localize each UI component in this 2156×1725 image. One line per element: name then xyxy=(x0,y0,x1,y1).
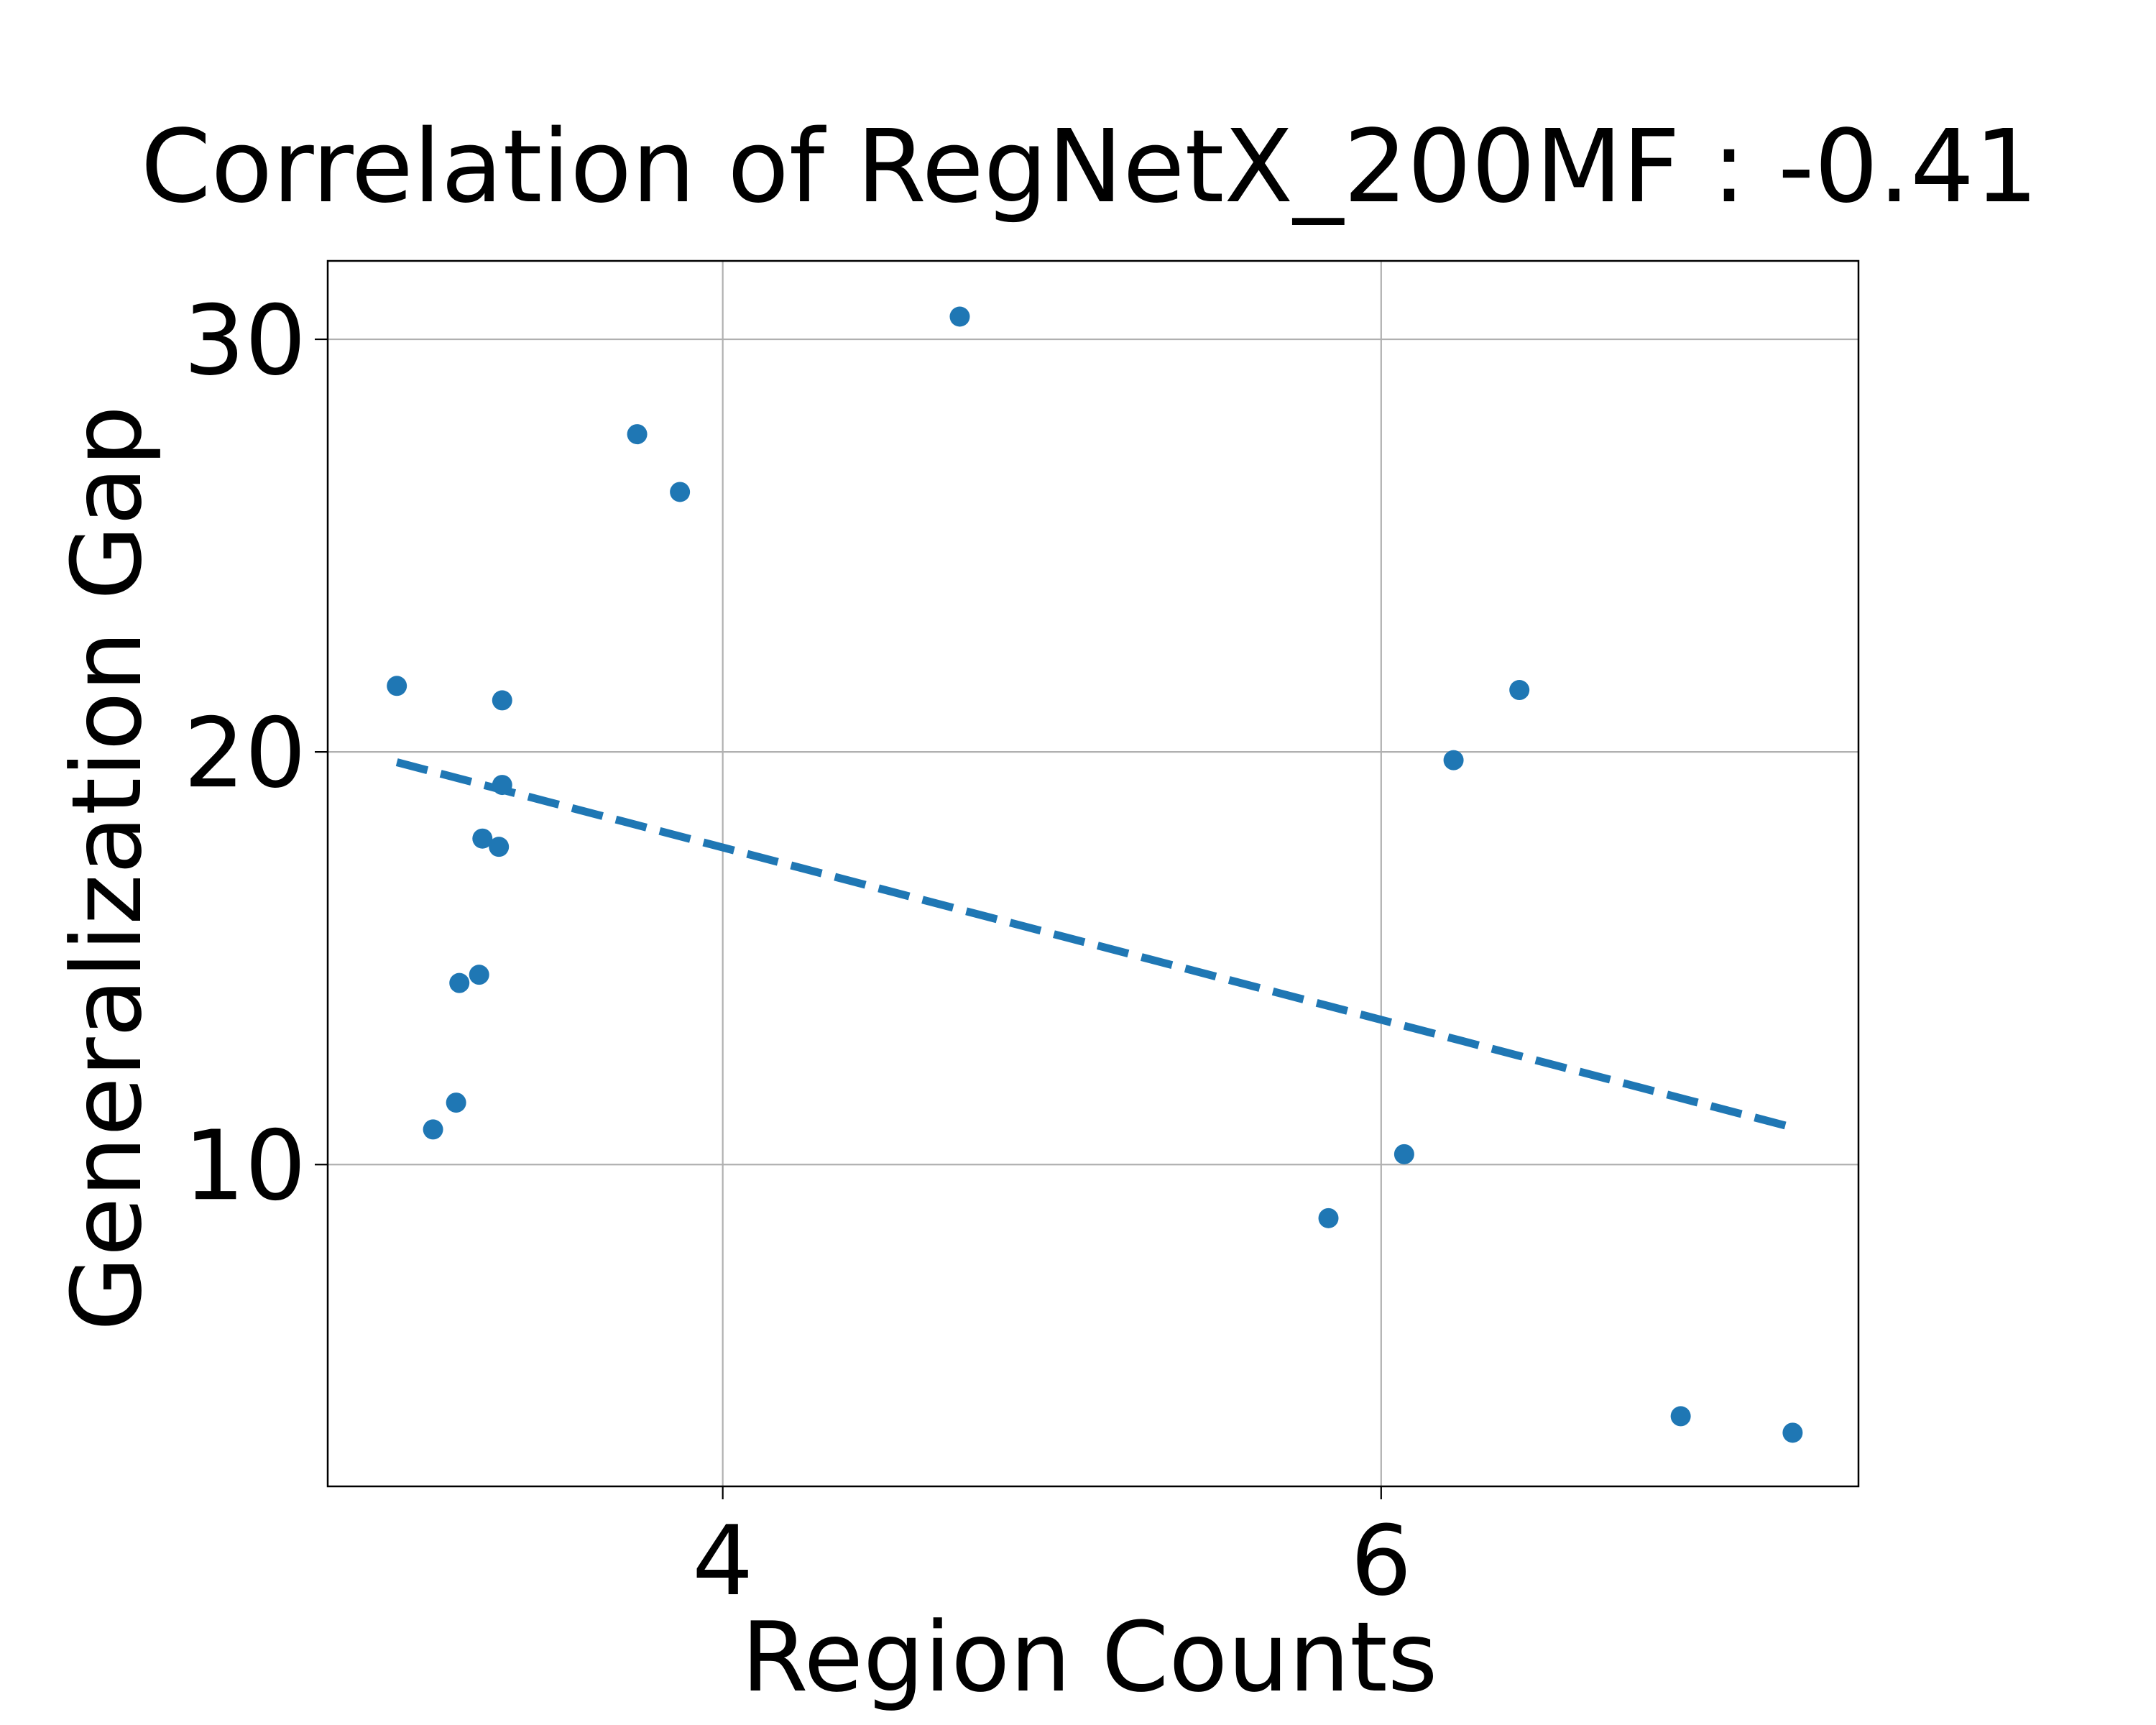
y-tick-label: 10 xyxy=(183,1110,306,1222)
data-point xyxy=(492,775,512,796)
data-point xyxy=(423,1119,443,1140)
data-point xyxy=(446,1092,466,1113)
data-point xyxy=(1509,680,1530,701)
y-tick-label: 30 xyxy=(183,285,306,397)
data-point xyxy=(1393,1144,1414,1164)
data-point xyxy=(670,482,691,502)
data-point xyxy=(449,972,470,993)
data-point xyxy=(949,306,970,327)
y-tick-label: 20 xyxy=(183,697,306,809)
chart-title: Correlation of RegNetX_200MF : -0.41 xyxy=(141,109,2039,226)
data-point xyxy=(492,690,512,711)
y-axis-label: Generalization Gap xyxy=(51,405,163,1331)
data-point xyxy=(387,676,407,696)
x-axis-label: Region Counts xyxy=(741,1601,1437,1714)
data-point xyxy=(1443,750,1464,770)
data-point xyxy=(469,965,489,985)
grid-lines xyxy=(328,261,1858,1486)
data-point xyxy=(472,828,493,849)
data-point xyxy=(489,837,510,857)
x-tick-label: 4 xyxy=(692,1505,753,1617)
plot-frame xyxy=(326,259,1860,1488)
data-point xyxy=(1318,1208,1339,1228)
data-point xyxy=(627,424,648,445)
trend-line xyxy=(395,758,1794,1131)
x-tick-label: 6 xyxy=(1350,1505,1411,1617)
axis-ticks: 4 6 10 20 30 xyxy=(183,285,1411,1617)
data-points xyxy=(387,306,1803,1443)
trend-line-group xyxy=(395,758,1794,1131)
data-point xyxy=(1670,1406,1691,1427)
data-point xyxy=(1782,1422,1803,1443)
